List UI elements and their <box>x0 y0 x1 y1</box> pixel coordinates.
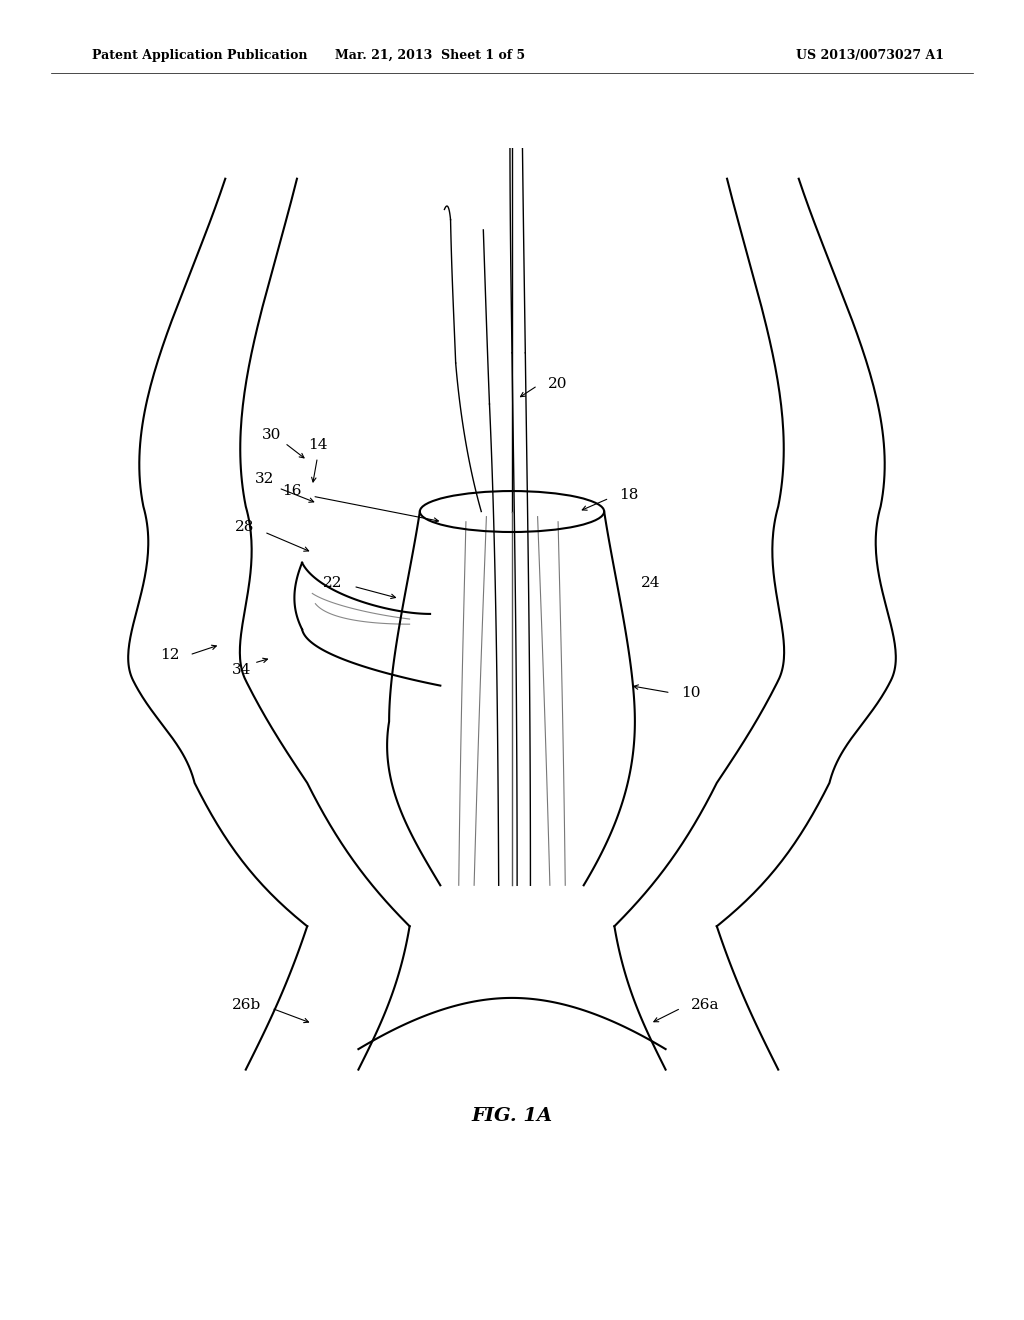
Text: Patent Application Publication: Patent Application Publication <box>92 49 307 62</box>
Text: 26a: 26a <box>691 998 720 1012</box>
Text: Mar. 21, 2013  Sheet 1 of 5: Mar. 21, 2013 Sheet 1 of 5 <box>335 49 525 62</box>
Text: 20: 20 <box>548 376 567 391</box>
Text: US 2013/0073027 A1: US 2013/0073027 A1 <box>797 49 944 62</box>
Text: 18: 18 <box>620 488 639 502</box>
Text: 22: 22 <box>323 577 343 590</box>
Text: 26b: 26b <box>231 998 261 1012</box>
Text: 34: 34 <box>231 663 251 677</box>
Text: 14: 14 <box>307 438 328 451</box>
Text: 10: 10 <box>681 686 700 700</box>
Text: 12: 12 <box>160 648 179 661</box>
Text: 28: 28 <box>234 520 254 533</box>
Text: 32: 32 <box>255 471 274 486</box>
Text: 24: 24 <box>640 577 660 590</box>
Text: FIG. 1A: FIG. 1A <box>471 1106 553 1125</box>
Text: 16: 16 <box>283 484 302 498</box>
Text: 30: 30 <box>262 428 282 442</box>
